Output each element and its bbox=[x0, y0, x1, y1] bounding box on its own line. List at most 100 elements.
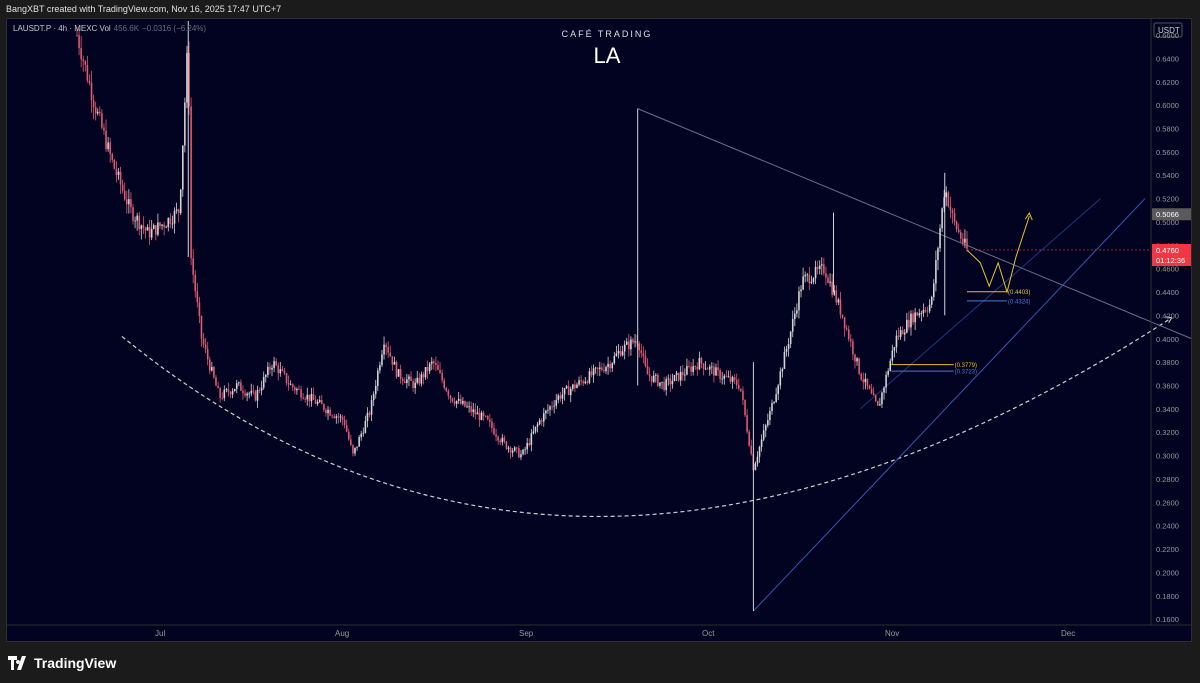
candle-body bbox=[860, 373, 862, 380]
candle-body bbox=[128, 199, 130, 205]
candle-body bbox=[175, 209, 178, 211]
candle-body bbox=[321, 400, 323, 405]
candle-body bbox=[476, 412, 479, 415]
candle-body bbox=[717, 367, 719, 371]
candle-body bbox=[493, 428, 495, 435]
candle-body bbox=[298, 388, 300, 390]
candle-body bbox=[215, 377, 217, 386]
marker-price-label: 0.5066 bbox=[1156, 210, 1179, 219]
y-tick-label: 0.1800 bbox=[1156, 592, 1179, 601]
candle-body bbox=[451, 398, 454, 402]
y-tick-label: 0.5600 bbox=[1156, 148, 1179, 157]
candle-body bbox=[845, 328, 848, 330]
chart-frame[interactable]: (0.4403) (0.4324) (0.3779) (0.3723) USDT 0.6… bbox=[6, 18, 1192, 642]
last-price-box bbox=[1152, 243, 1191, 266]
candle-body bbox=[306, 394, 309, 400]
candle-body bbox=[713, 366, 715, 376]
candle-body bbox=[422, 374, 425, 378]
candle-body bbox=[789, 331, 792, 345]
candle-body bbox=[121, 184, 124, 191]
candle-body bbox=[96, 111, 99, 114]
candle-body bbox=[171, 223, 174, 225]
candle-body bbox=[659, 382, 661, 386]
candle-body bbox=[850, 339, 852, 342]
candle-body bbox=[574, 384, 576, 389]
candle-body bbox=[499, 440, 502, 443]
candle-body bbox=[430, 361, 433, 364]
candle-body bbox=[86, 64, 89, 81]
y-tick-label: 0.3800 bbox=[1156, 358, 1179, 367]
candle-body bbox=[379, 365, 381, 371]
candle-body bbox=[582, 381, 585, 384]
candle-body bbox=[213, 367, 215, 378]
candle-body bbox=[692, 366, 694, 372]
y-tick-label: 0.2000 bbox=[1156, 568, 1179, 577]
candle-body bbox=[198, 302, 201, 316]
candle-body bbox=[874, 395, 877, 401]
candle-body bbox=[590, 371, 593, 376]
y-tick-label: 0.5200 bbox=[1156, 195, 1179, 204]
candle-body bbox=[889, 360, 892, 371]
candle-body bbox=[746, 415, 748, 432]
candle-body bbox=[435, 363, 437, 366]
candle-body bbox=[903, 332, 906, 335]
candle-body bbox=[781, 369, 784, 372]
candle-body bbox=[953, 213, 956, 222]
projection-path bbox=[966, 215, 1030, 294]
level-label: (0.3723) bbox=[955, 370, 977, 376]
candle-body bbox=[937, 248, 939, 261]
candle-body bbox=[186, 52, 188, 103]
candle-body bbox=[445, 387, 448, 391]
projection-arrowhead bbox=[1024, 212, 1033, 221]
candle-body bbox=[588, 371, 591, 383]
candle-body bbox=[916, 312, 919, 316]
y-tick-label: 0.6400 bbox=[1156, 54, 1179, 63]
candle-body bbox=[416, 377, 419, 383]
candle-body bbox=[605, 367, 607, 372]
candle-body bbox=[285, 373, 288, 383]
candle-body bbox=[756, 456, 759, 464]
level-label: (0.3779) bbox=[955, 363, 977, 369]
candle-body bbox=[665, 379, 667, 391]
candle-body bbox=[561, 394, 564, 399]
candle-body bbox=[82, 59, 85, 62]
candle-body bbox=[704, 368, 707, 370]
candle-body bbox=[358, 437, 360, 447]
candle-body bbox=[165, 227, 168, 228]
candle-body bbox=[640, 350, 643, 354]
candle-body bbox=[125, 199, 128, 205]
candle-body bbox=[235, 383, 238, 389]
candle-body bbox=[420, 374, 423, 384]
candle-body bbox=[694, 366, 697, 367]
candle-body bbox=[563, 388, 566, 395]
candle-body bbox=[557, 395, 560, 400]
candle-body bbox=[457, 398, 460, 401]
candle-body bbox=[107, 142, 109, 150]
candle-body bbox=[576, 384, 578, 389]
candle-body bbox=[636, 341, 638, 344]
candle-body bbox=[569, 388, 572, 395]
candle-body bbox=[159, 222, 161, 226]
candle-body bbox=[681, 371, 684, 376]
candle-body bbox=[250, 390, 253, 394]
candle-body bbox=[740, 388, 742, 391]
descending-resistance-line bbox=[637, 108, 1191, 339]
candle-body bbox=[401, 378, 404, 382]
candle-body bbox=[341, 416, 344, 420]
candle-body bbox=[625, 341, 628, 345]
y-tick-label: 0.2800 bbox=[1156, 475, 1179, 484]
candle-body bbox=[783, 351, 786, 370]
candle-body bbox=[304, 398, 307, 400]
candle-body bbox=[698, 358, 701, 370]
candle-body bbox=[447, 390, 450, 396]
candle-body bbox=[403, 381, 406, 384]
candle-body bbox=[462, 400, 464, 404]
candle-body bbox=[352, 444, 354, 454]
candle-body bbox=[399, 369, 402, 379]
candle-body bbox=[520, 454, 522, 458]
candle-body bbox=[302, 397, 304, 399]
candle-body bbox=[225, 389, 228, 390]
tradingview-logo[interactable]: TradingView bbox=[8, 655, 116, 671]
candlestick-chart[interactable]: (0.4403)(0.4324)(0.3779)(0.3723) USDT0.6… bbox=[7, 19, 1192, 642]
candle-body bbox=[491, 421, 493, 429]
